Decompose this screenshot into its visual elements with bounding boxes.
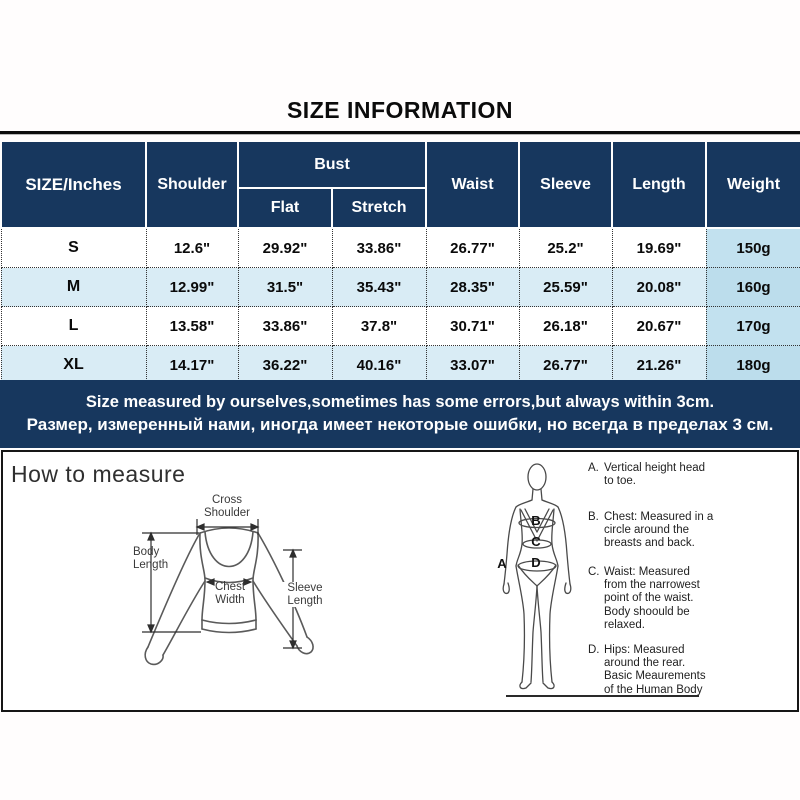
body-length-label: Body Length [133, 546, 169, 571]
cell-sleeve: 25.59" [518, 267, 613, 307]
instruction-b-text: Chest: Measured in a circle around the b… [604, 511, 714, 550]
cell-flat: 33.86" [237, 306, 333, 346]
cell-sleeve: 25.2" [518, 227, 613, 268]
cell-shoulder: 12.99" [145, 267, 239, 307]
figure-label-a: A [497, 556, 507, 571]
cell-weight: 160g [705, 267, 800, 307]
instruction-a-key: A. [588, 462, 599, 474]
instruction-a: A. Vertical height head to toe. [588, 462, 705, 488]
col-header-bust-flat: Flat [237, 187, 333, 229]
cell-shoulder: 13.58" [145, 306, 239, 346]
tolerance-note-ru: Размер, измеренный нами, иногда имеет не… [26, 415, 774, 434]
cell-stretch: 40.16" [331, 345, 427, 385]
instruction-c: C. Waist: Measured from the narrowest po… [588, 566, 700, 632]
cell-shoulder: 14.17" [145, 345, 239, 385]
cell-flat: 36.22" [237, 345, 333, 385]
cell-flat: 29.92" [237, 227, 333, 268]
cell-stretch: 35.43" [331, 267, 427, 307]
cell-sleeve: 26.18" [518, 306, 613, 346]
table-header-row: SIZE/Inches Shoulder Bust Waist Sleeve L… [0, 140, 800, 229]
cell-shoulder: 12.6" [145, 227, 239, 268]
cell-waist: 30.71" [425, 306, 520, 346]
cell-weight: 150g [705, 227, 800, 268]
figure-label-b: B [531, 513, 541, 528]
cell-stretch: 37.8" [331, 306, 427, 346]
cell-size: XL [0, 345, 147, 385]
col-header-bust-stretch: Stretch [331, 187, 427, 229]
chest-width-label: Chest Width [214, 581, 246, 606]
figure-ground-line [506, 695, 699, 697]
size-table: SIZE/Inches Shoulder Bust Waist Sleeve L… [0, 140, 800, 385]
figure-label-d: D [531, 555, 541, 570]
instruction-b: B. Chest: Measured in a circle around th… [588, 511, 713, 551]
figure-label-c: C [531, 534, 541, 549]
col-header-size: SIZE/Inches [0, 140, 147, 229]
instruction-c-key: C. [588, 566, 600, 578]
instruction-d: D. Hips: Measured around the rear. Basic… [588, 644, 706, 697]
cell-weight: 170g [705, 306, 800, 346]
cross-shoulder-label: Cross Shoulder [203, 494, 251, 519]
cell-weight: 180g [705, 345, 800, 385]
cell-stretch: 33.86" [331, 227, 427, 268]
table-row-l: L 13.58" 33.86" 37.8" 30.71" 26.18" 20.6… [0, 306, 800, 346]
table-row-m: M 12.99" 31.5" 35.43" 28.35" 25.59" 20.0… [0, 267, 800, 307]
table-subheader-row: Flat Stretch [1, 187, 800, 229]
col-header-sleeve: Sleeve [518, 140, 613, 229]
cell-size: S [0, 227, 147, 268]
col-header-bust: Bust [237, 140, 427, 189]
instruction-a-text: Vertical height head to toe. [604, 462, 706, 488]
title-divider [0, 131, 800, 135]
sleeve-length-label: Sleeve Length [277, 582, 333, 607]
table-row-s: S 12.6" 29.92" 33.86" 26.77" 25.2" 19.69… [0, 227, 800, 268]
cell-waist: 26.77" [425, 227, 520, 268]
cell-waist: 28.35" [425, 267, 520, 307]
tolerance-note-band: Size measured by ourselves,sometimes has… [0, 380, 800, 448]
how-to-measure-section: How to measure [1, 450, 799, 712]
cell-length: 21.26" [611, 345, 707, 385]
instruction-d-key: D. [588, 644, 600, 656]
page-title: SIZE INFORMATION [286, 97, 514, 123]
cell-flat: 31.5" [237, 267, 333, 307]
body-figure-diagram [502, 463, 572, 690]
cell-waist: 33.07" [425, 345, 520, 385]
col-header-length: Length [611, 140, 707, 229]
instruction-b-key: B. [588, 511, 599, 523]
how-to-measure-heading: How to measure [11, 461, 186, 487]
cell-length: 20.67" [611, 306, 707, 346]
table-row-xl: XL 14.17" 36.22" 40.16" 33.07" 26.77" 21… [0, 345, 800, 385]
col-header-shoulder: Shoulder [145, 140, 239, 229]
col-header-weight: Weight [705, 140, 800, 229]
col-header-waist: Waist [425, 140, 520, 229]
cell-sleeve: 26.77" [518, 345, 613, 385]
cell-length: 19.69" [611, 227, 707, 268]
instruction-c-text: Waist: Measured from the narrowest point… [604, 566, 700, 631]
tolerance-note-en: Size measured by ourselves,sometimes has… [85, 393, 715, 411]
cell-length: 20.08" [611, 267, 707, 307]
instruction-d-text: Hips: Measured around the rear. Basic Me… [604, 644, 706, 696]
cell-size: M [0, 267, 147, 307]
cell-size: L [0, 306, 147, 346]
